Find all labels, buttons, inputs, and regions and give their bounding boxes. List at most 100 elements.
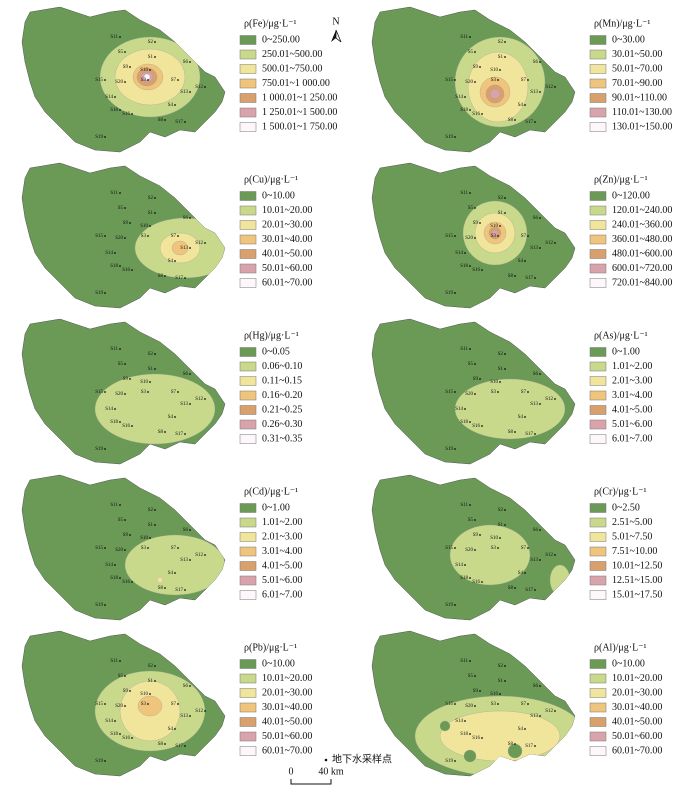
map-panel: S1 S2 S3 S4 S5 S6 S7 S8 S9 S10 S11 S12 S13 S14 S15 S16 S…: [371, 318, 652, 465]
legend-label: 3.01~4.00: [612, 390, 652, 401]
station-label: S1: [498, 211, 504, 216]
station-label: S13: [530, 558, 538, 563]
station-point: [124, 51, 126, 53]
station-label: S2: [148, 508, 154, 513]
station-label: S19: [95, 603, 103, 608]
legend-title: ρ(Cd)/μg·L⁻¹: [244, 486, 298, 497]
legend-swatch: [239, 746, 257, 756]
station-label: S20: [115, 704, 123, 709]
station-label: S5: [118, 674, 124, 679]
station-point: [497, 547, 499, 549]
station-label: S19: [95, 759, 103, 764]
concentration-zone: [124, 534, 225, 596]
concentration-zone: [489, 88, 501, 100]
station-label: S3: [141, 546, 147, 551]
station-point: [129, 534, 131, 536]
station-point: [539, 373, 541, 375]
legend-swatch: [589, 517, 607, 528]
station-label: S12: [195, 709, 203, 714]
station-label: S14: [105, 95, 113, 100]
station-label: S11: [110, 191, 118, 196]
legend-label: 15.01~17.50: [612, 589, 662, 600]
legend-label: 5.01~7.50: [612, 531, 652, 542]
legend-label: 480.01~600.00: [612, 248, 672, 259]
station-label: S19: [445, 759, 453, 764]
station-label: S19: [95, 447, 103, 452]
station-label: S11: [110, 35, 118, 40]
legend-label: 20.01~30.00: [262, 219, 312, 230]
concentration-zone: [439, 720, 451, 732]
concentration-zone: [549, 564, 571, 596]
legend-label: 0~10.00: [262, 190, 295, 201]
station-point: [474, 705, 476, 707]
legend-label: 720.01~840.00: [612, 277, 672, 288]
station-label: S15: [95, 546, 103, 551]
station-point: [104, 292, 106, 294]
legend-swatch: [239, 376, 257, 386]
station-label: S7: [521, 78, 527, 83]
legend-swatch: [589, 107, 607, 118]
legend-swatch: [589, 78, 607, 89]
station-point: [119, 421, 121, 423]
station-point: [504, 41, 506, 43]
station-label: S17: [525, 432, 533, 437]
station-label: S8: [158, 118, 164, 123]
legend-swatch: [589, 532, 607, 542]
legend-swatch: [589, 419, 607, 430]
station-label: S4: [168, 259, 174, 264]
station-point: [177, 703, 179, 705]
legend-label: 90.01~110.00: [612, 92, 667, 103]
station-point: [114, 720, 116, 722]
station-label: S4: [518, 571, 524, 576]
legend-swatch: [239, 263, 257, 274]
legend-label: 0~30.00: [612, 34, 645, 45]
station-point: [504, 212, 506, 214]
legend-swatch: [589, 434, 607, 444]
station-label: S14: [105, 719, 113, 724]
station-point: [454, 448, 456, 450]
station-point: [119, 660, 121, 662]
station-point: [164, 743, 166, 745]
station-point: [527, 703, 529, 705]
station-label: S8: [158, 430, 164, 435]
station-point: [497, 235, 499, 237]
legend-label: 1.01~2.00: [612, 361, 652, 372]
legend-label: 240.01~360.00: [612, 219, 672, 230]
station-point: [154, 680, 156, 682]
station-point: [177, 547, 179, 549]
legend-title: ρ(As)/μg·L⁻¹: [594, 330, 648, 341]
station-point: [131, 425, 133, 427]
station-label: S6: [533, 372, 539, 377]
legend-swatch: [589, 688, 607, 698]
station-label: S1: [148, 679, 154, 684]
station-label: S20: [115, 548, 123, 553]
station-label: S8: [508, 742, 514, 747]
station-label: S15: [445, 234, 453, 239]
station-label: S12: [195, 553, 203, 558]
station-point: [119, 109, 121, 111]
station-point: [104, 448, 106, 450]
legend-label: 40.01~50.00: [612, 716, 662, 727]
station-label: S6: [533, 216, 539, 221]
station-point: [129, 378, 131, 380]
station-label: S18: [460, 576, 468, 581]
station-label: S2: [148, 352, 154, 357]
station-label: S11: [460, 659, 468, 664]
legend-swatch: [239, 361, 257, 372]
legend-label: 6.01~7.00: [262, 589, 302, 600]
station-label: S13: [530, 246, 538, 251]
station-point: [154, 197, 156, 199]
legend-label: 0~250.00: [262, 34, 300, 45]
station-point: [189, 91, 191, 93]
station-point: [104, 703, 106, 705]
station-label: S10: [140, 68, 148, 73]
station-label: S20: [115, 392, 123, 397]
station-label: S16: [472, 112, 480, 117]
station-label: S9: [123, 533, 129, 538]
station-label: S13: [530, 402, 538, 407]
legend-title: ρ(Pb)/μg·L⁻¹: [244, 642, 297, 653]
station-label: S17: [525, 120, 533, 125]
station-label: S19: [445, 135, 453, 140]
station-label: S18: [460, 264, 468, 269]
station-point: [454, 760, 456, 762]
